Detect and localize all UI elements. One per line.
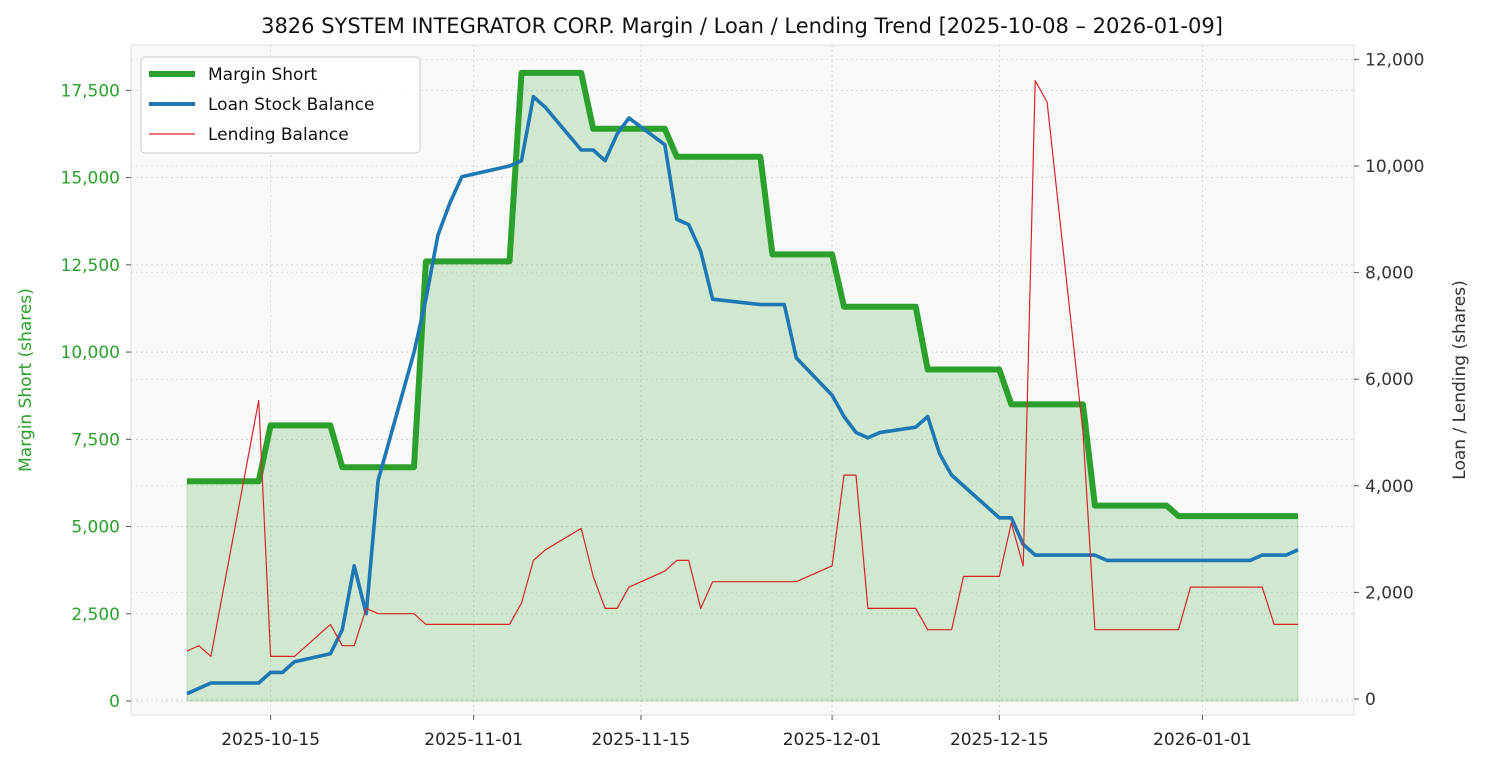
x-tick-label: 2025-11-15	[592, 730, 691, 750]
x-tick-label: 2025-12-01	[783, 730, 882, 750]
chart-title: 3826 SYSTEM INTEGRATOR CORP. Margin / Lo…	[261, 14, 1223, 38]
legend-label-lending-balance: Lending Balance	[208, 125, 349, 145]
y-right-tick-label: 4,000	[1365, 477, 1414, 497]
y-right-tick-label: 8,000	[1365, 264, 1414, 284]
lending-balance-line	[186, 80, 1298, 658]
y-right-tick-label: 6,000	[1365, 370, 1414, 390]
y-right-label: Loan / Lending (shares)	[1450, 280, 1470, 479]
legend-label-loan-stock-balance: Loan Stock Balance	[208, 95, 374, 115]
y-right-tick-label: 12,000	[1365, 50, 1424, 70]
legend-box	[140, 56, 421, 154]
x-tick-label: 2026-01-01	[1153, 730, 1252, 750]
y-left-tick-label: 15,000	[61, 169, 120, 189]
y-left-tick-label: 12,500	[61, 256, 120, 276]
grid	[131, 45, 1354, 715]
y-left-axis: 0 2,500 5,000 7,500 10,000 12,500 15,000 17,500	[61, 81, 131, 712]
loan-stock-balance-line	[186, 94, 1299, 696]
x-axis: 2025-10-15 2025-11-01 2025-11-15 2025-12-01…	[221, 715, 1252, 750]
y-left-tick-label: 0	[109, 692, 120, 712]
y-left-label: Margin Short (shares)	[16, 288, 36, 472]
legend: Margin Short Loan Stock Balance Lending …	[140, 56, 421, 154]
margin-short-line	[187, 69, 1298, 520]
y-right-tick-label: 10,000	[1365, 157, 1424, 177]
x-tick-label: 2025-12-15	[950, 730, 1049, 750]
x-tick-label: 2025-10-15	[221, 730, 320, 750]
x-tick-label: 2025-11-01	[424, 730, 523, 750]
legend-label-margin-short: Margin Short	[208, 65, 317, 85]
y-right-axis: 0 2,000 4,000 6,000 8,000 10,000 12,000	[1354, 50, 1424, 710]
y-right-tick-label: 2,000	[1365, 583, 1414, 603]
y-left-tick-label: 10,000	[61, 343, 120, 363]
y-left-tick-label: 2,500	[71, 605, 120, 625]
y-left-tick-label: 17,500	[61, 81, 120, 101]
series-lines	[186, 69, 1299, 696]
y-left-tick-label: 7,500	[71, 430, 120, 450]
y-right-tick-label: 0	[1365, 690, 1376, 710]
y-left-tick-label: 5,000	[71, 518, 120, 538]
